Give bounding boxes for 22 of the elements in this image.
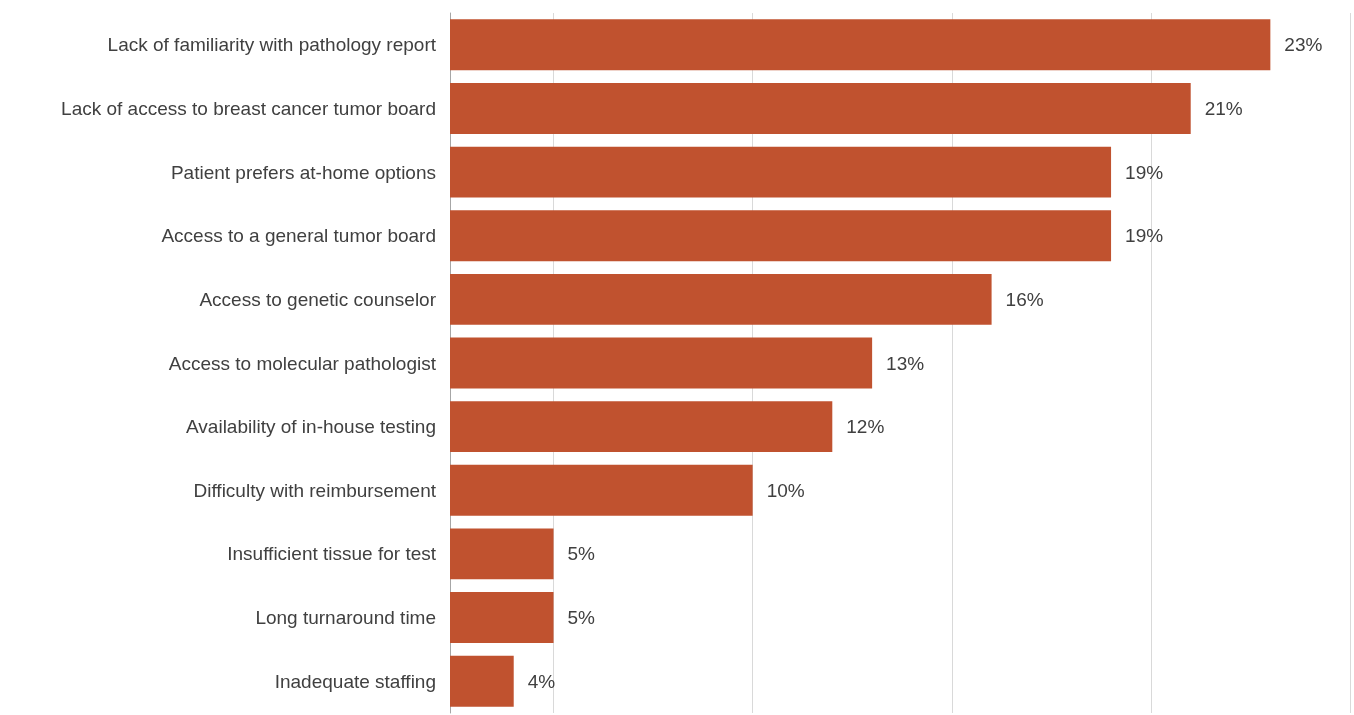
data-label: 4% bbox=[527, 670, 556, 692]
y-tick-label: Patient prefers at-home options bbox=[170, 161, 436, 183]
y-tick-label: Lack of familiarity with pathology report bbox=[107, 34, 437, 56]
y-tick-label: Long turnaround time bbox=[255, 607, 436, 629]
y-tick-label: Inadequate staffing bbox=[274, 670, 436, 692]
data-label: 19% bbox=[1125, 161, 1164, 183]
y-tick-label: Lack of access to breast cancer tumor board bbox=[61, 97, 436, 119]
y-tick-label: Availability of in-house testing bbox=[186, 416, 436, 438]
y-tick-label: Access to a general tumor board bbox=[161, 225, 436, 247]
y-tick-label: Access to molecular pathologist bbox=[168, 352, 437, 374]
data-label: 10% bbox=[766, 479, 805, 501]
data-label: 21% bbox=[1204, 97, 1243, 119]
data-label: 13% bbox=[886, 352, 925, 374]
y-tick-label: Insufficient tissue for test bbox=[227, 543, 437, 565]
data-label: 12% bbox=[846, 416, 885, 438]
data-label: 5% bbox=[567, 543, 596, 565]
y-tick-label: Difficulty with reimbursement bbox=[193, 479, 437, 501]
data-label: 16% bbox=[1005, 288, 1044, 310]
data-label: 5% bbox=[567, 607, 596, 629]
data-label: 23% bbox=[1284, 34, 1323, 56]
data-label: 19% bbox=[1125, 225, 1164, 247]
y-tick-label: Access to genetic counselor bbox=[199, 288, 437, 310]
